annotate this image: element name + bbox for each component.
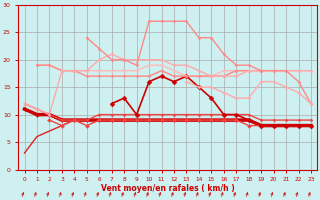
X-axis label: Vent moyen/en rafales ( km/h ): Vent moyen/en rafales ( km/h )	[101, 184, 235, 193]
